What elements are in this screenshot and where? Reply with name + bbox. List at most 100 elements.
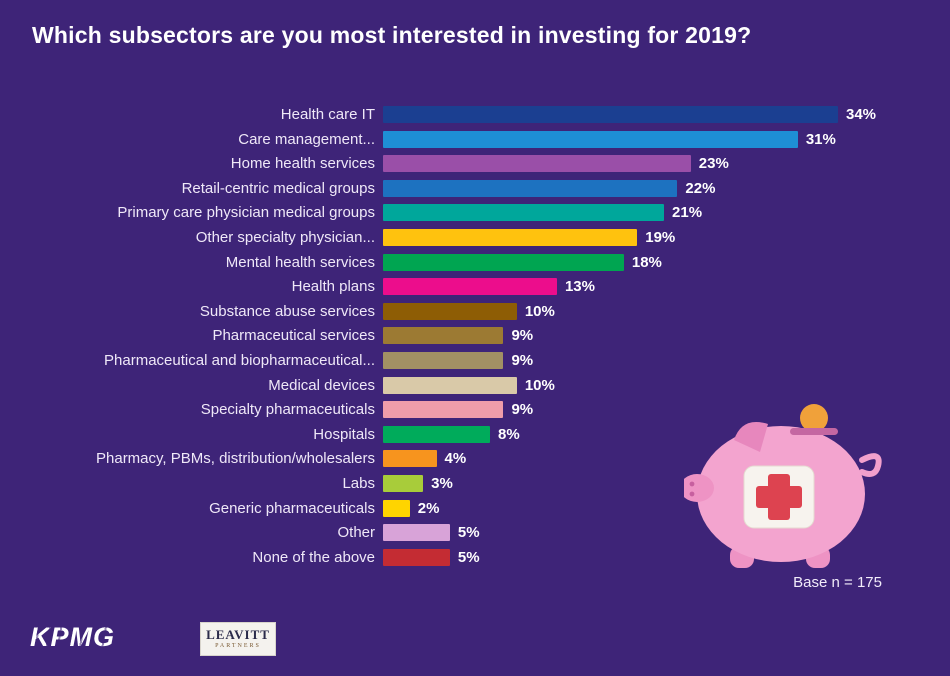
- value-label: 34%: [846, 106, 877, 123]
- bar-track: 3%: [383, 474, 943, 492]
- chart-row: Care management... 31%: [0, 130, 950, 148]
- category-label: Pharmaceutical and biopharmaceutical...: [104, 351, 375, 369]
- chart-row: Labs 3%: [0, 474, 950, 492]
- bar-track: 8%: [383, 425, 943, 443]
- piggy-bank-illustration: [684, 404, 882, 568]
- chart-row: None of the above 5%: [0, 548, 950, 566]
- leavitt-logo-text: LEAVITT: [206, 627, 270, 642]
- bar-track: 2%: [383, 499, 943, 517]
- chart-row: Health plans 13%: [0, 278, 950, 296]
- category-label: Labs: [342, 474, 375, 492]
- coin-icon: [800, 404, 828, 432]
- coin-slot: [790, 428, 838, 435]
- bar-track: 19%: [383, 228, 943, 246]
- chart-rows: Health care IT 34% Care management... 31% Ho…: [0, 106, 950, 566]
- category-label: Substance abuse services: [199, 302, 375, 320]
- category-label: Primary care physician medical groups: [117, 204, 375, 222]
- bar-track: 9%: [383, 327, 943, 345]
- bar-track: 18%: [383, 253, 943, 271]
- value-label: 19%: [645, 228, 676, 246]
- bar: [383, 351, 504, 369]
- bar-track: 22%: [383, 179, 943, 197]
- chart-row: Pharmaceutical services 9%: [0, 327, 950, 345]
- value-label: 10%: [524, 302, 555, 320]
- category-label: Retail-centric medical groups: [181, 179, 375, 197]
- category-label: Generic pharmaceuticals: [209, 499, 375, 517]
- value-label: 31%: [805, 130, 836, 148]
- value-label: 3%: [431, 474, 453, 492]
- kpmg-logo: KPMG: [30, 622, 115, 652]
- chart-row: Other 5%: [0, 524, 950, 542]
- bar: [383, 253, 624, 271]
- bar: [383, 474, 424, 492]
- piggy-ear: [734, 422, 768, 452]
- leavitt-partners-logo: LEAVITT PARTNERS: [200, 622, 276, 656]
- bar-track: 5%: [383, 548, 943, 566]
- chart-row: Medical devices 10%: [0, 376, 950, 394]
- piggy-nostril: [689, 481, 695, 487]
- chart-row: Pharmaceutical and biopharmaceutical... 9…: [0, 351, 950, 369]
- bar: [383, 401, 504, 419]
- leavitt-logo-subtext: PARTNERS: [215, 643, 261, 649]
- bar: [383, 524, 450, 542]
- bar: [383, 450, 437, 468]
- bar: [383, 204, 665, 222]
- category-label: Other: [337, 524, 375, 542]
- chart-row: Substance abuse services 10%: [0, 302, 950, 320]
- chart-row: Specialty pharmaceuticals 9%: [0, 401, 950, 419]
- bar-track: 10%: [383, 302, 943, 320]
- chart-row: Generic pharmaceuticals 2%: [0, 499, 950, 517]
- piggy-nostril: [689, 491, 695, 497]
- bar: [383, 179, 678, 197]
- value-label: 21%: [672, 204, 703, 222]
- category-label: Home health services: [230, 155, 375, 173]
- value-label: 9%: [511, 327, 534, 345]
- chart-row: Other specialty physician... 19%: [0, 228, 950, 246]
- value-label: 9%: [511, 351, 534, 369]
- category-label: Specialty pharmaceuticals: [200, 401, 375, 419]
- chart-row: Home health services 23%: [0, 155, 950, 173]
- value-label: 8%: [498, 425, 520, 443]
- bar-track: 10%: [383, 376, 943, 394]
- value-label: 5%: [457, 524, 480, 542]
- bar: [383, 155, 691, 173]
- bar: [383, 302, 517, 320]
- category-label: Pharmaceutical services: [212, 327, 375, 345]
- bar-track: 9%: [383, 351, 943, 369]
- base-note: Base n = 175: [793, 574, 882, 591]
- bar: [383, 548, 450, 566]
- bar: [383, 425, 491, 443]
- category-label: Medical devices: [268, 376, 375, 394]
- bar-track: 9%: [383, 401, 943, 419]
- chart-row: Primary care physician medical groups 21%: [0, 204, 950, 222]
- bar-track: 4%: [383, 450, 943, 468]
- bar-track: 21%: [383, 204, 943, 222]
- value-label: 5%: [457, 548, 480, 566]
- chart-row: Retail-centric medical groups 22%: [0, 179, 950, 197]
- chart-title: Which subsectors are you most interested…: [32, 22, 752, 48]
- bar-track: 34%: [383, 106, 943, 123]
- value-label: 10%: [524, 376, 555, 394]
- bar: [383, 130, 798, 148]
- piggy-tail: [859, 453, 882, 477]
- bar: [383, 228, 638, 246]
- bar: [383, 376, 517, 394]
- value-label: 4%: [444, 450, 467, 468]
- bar: [383, 106, 838, 123]
- value-label: 22%: [685, 179, 716, 197]
- category-label: Care management...: [238, 130, 375, 148]
- value-label: 23%: [698, 155, 729, 173]
- chart-row: Hospitals 8%: [0, 425, 950, 443]
- bar-track: 31%: [383, 130, 943, 148]
- value-label: 9%: [511, 401, 534, 419]
- category-label: None of the above: [252, 548, 375, 566]
- value-label: 13%: [564, 278, 595, 296]
- value-label: 2%: [417, 499, 440, 517]
- bar-chart: Health care IT 34% Care management... 31% Ho…: [0, 106, 950, 566]
- category-label: Mental health services: [225, 253, 375, 271]
- chart-row: Health care IT 34%: [0, 106, 950, 123]
- bar: [383, 499, 410, 517]
- category-label: Hospitals: [313, 425, 375, 443]
- bar-track: 13%: [383, 278, 943, 296]
